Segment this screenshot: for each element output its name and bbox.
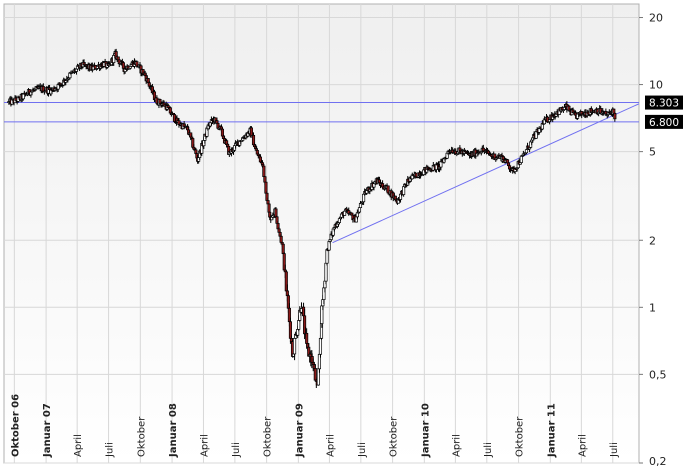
x-tick-label: Juli [483, 442, 494, 458]
y-tick-label: 0,5 [649, 368, 667, 381]
candlestick-series [7, 48, 617, 389]
x-tick-label: Oktober [389, 416, 400, 457]
x-tick-label: Oktober [263, 416, 274, 457]
candle-body [318, 337, 323, 355]
candle-body [313, 368, 317, 381]
x-tick-label: Januar 07 [42, 403, 53, 458]
x-tick-label: Juli [357, 442, 368, 458]
y-tick-label: 5 [649, 146, 656, 159]
candle-body [262, 165, 266, 177]
y-tick-label: 0,2 [649, 455, 667, 467]
candle-body [505, 159, 510, 164]
x-tick-label: Januar 08 [168, 403, 179, 458]
candle-body [21, 93, 25, 100]
x-tick-label: Juli [105, 442, 116, 458]
grid-layer [4, 4, 643, 464]
candle-body [297, 320, 301, 330]
candle-body [613, 113, 617, 120]
x-tick-label: Januar 09 [294, 403, 305, 458]
candle-body [267, 203, 271, 213]
x-tick-label: April [577, 434, 588, 457]
candle-body [324, 262, 328, 282]
candle-body [263, 176, 267, 183]
price-tags: 8.303 6.800 [645, 95, 683, 129]
x-tick-label: Oktober 06 [10, 394, 21, 457]
x-tick-label: Januar 10 [420, 403, 431, 458]
y-axis-labels: 20 10 5 2 1 0,5 0,2 [649, 12, 667, 468]
x-tick-label: Januar 11 [546, 403, 557, 458]
y-tick-label: 10 [649, 79, 663, 92]
price-tag-box [645, 95, 683, 110]
x-tick-label: Oktober [515, 416, 526, 457]
x-tick-label: April [325, 434, 336, 457]
y-tick-label: 1 [649, 301, 656, 314]
candle-body [121, 62, 125, 69]
x-tick-label: Oktober [136, 416, 147, 457]
y-tick-label: 20 [649, 12, 663, 25]
price-tag-box [645, 114, 683, 129]
candle-body [325, 249, 329, 264]
price-tag-label: 6.800 [649, 117, 679, 129]
price-tag-label: 8.303 [649, 98, 679, 110]
candle-body [519, 155, 523, 163]
y-tick-label: 2 [649, 234, 656, 247]
x-tick-label: Juli [609, 442, 620, 458]
x-tick-label: April [73, 434, 84, 457]
candle-body [343, 210, 347, 216]
x-tick-label: Juli [231, 442, 242, 458]
x-tick-label: April [199, 434, 210, 457]
plot-area [3, 3, 640, 464]
trendline [332, 103, 639, 244]
candle-body [357, 207, 362, 213]
x-axis-labels: Oktober 06 Januar 07 April Juli Oktober Janua… [10, 394, 619, 458]
candle-body [293, 337, 297, 355]
reference-lines [4, 102, 639, 244]
candle-body [279, 235, 283, 243]
candle-body [524, 149, 529, 154]
candle-body [481, 147, 485, 152]
x-tick-label: April [451, 434, 462, 457]
candle-body [305, 332, 309, 344]
